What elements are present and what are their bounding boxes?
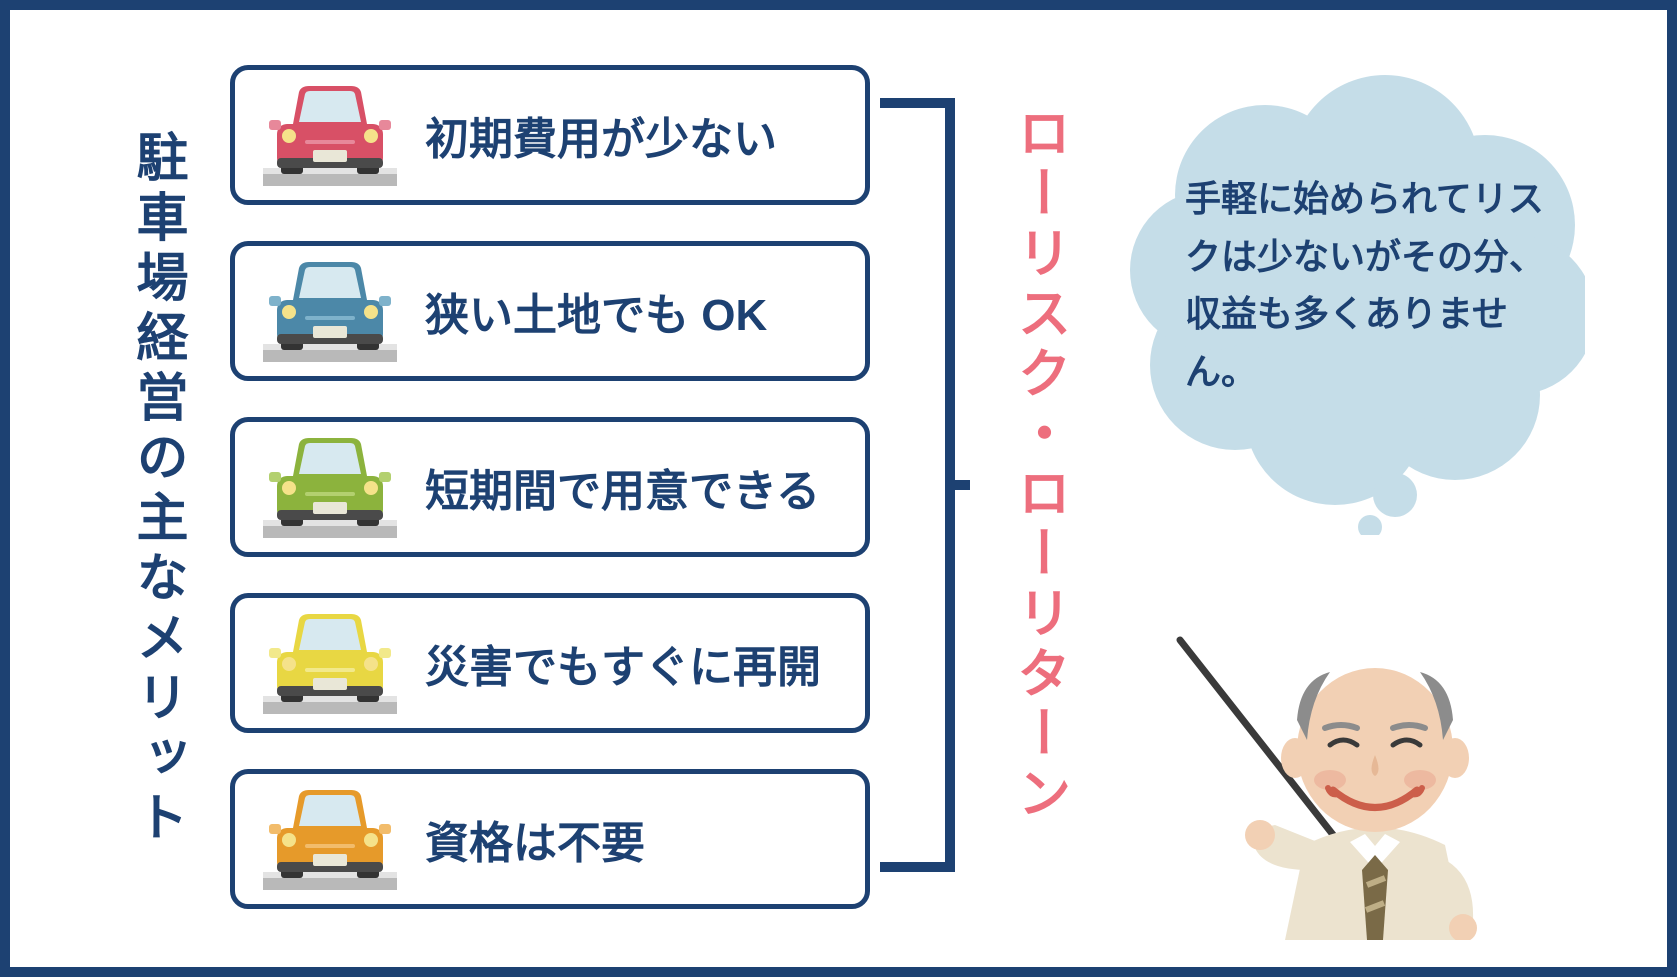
merit-label: 資格は不要 <box>425 807 645 871</box>
car-icon <box>255 784 405 894</box>
car-icon <box>255 256 405 366</box>
merit-list: 初期費用が少ない 狭い土地でも OK 短期間で用意できる <box>230 65 870 909</box>
merit-box-3: 災害でもすぐに再開 <box>230 593 870 733</box>
merit-label: 狭い土地でも OK <box>425 279 767 343</box>
car-icon <box>255 80 405 190</box>
merit-box-4: 資格は不要 <box>230 769 870 909</box>
merit-label: 災害でもすぐに再開 <box>425 631 821 695</box>
merit-label: 短期間で用意できる <box>425 455 820 519</box>
merit-box-2: 短期間で用意できる <box>230 417 870 557</box>
car-icon <box>255 608 405 718</box>
bracket-connector <box>880 95 970 875</box>
teacher-illustration <box>1125 610 1545 940</box>
main-title: 駐車場経営の主なメリット <box>120 130 195 890</box>
summary-label: ローリスク・ローリターン <box>1000 105 1079 885</box>
merit-box-0: 初期費用が少ない <box>230 65 870 205</box>
merit-label: 初期費用が少ない <box>425 103 777 167</box>
bubble-text: 手軽に始められてリスクは少ないがその分、収益も多くありません。 <box>1185 170 1555 400</box>
infographic-frame: 駐車場経営の主なメリット 初期費用が少ない 狭い土地でも O <box>0 0 1677 977</box>
car-icon <box>255 432 405 542</box>
merit-box-1: 狭い土地でも OK <box>230 241 870 381</box>
